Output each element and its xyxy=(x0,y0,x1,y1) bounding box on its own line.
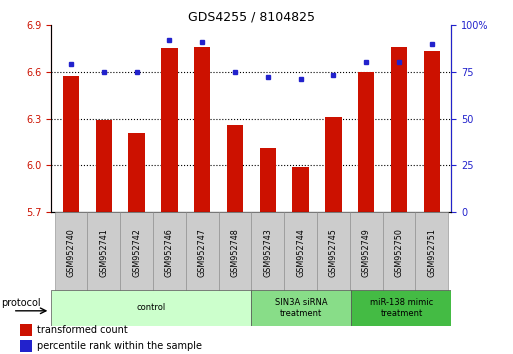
Title: GDS4255 / 8104825: GDS4255 / 8104825 xyxy=(188,11,315,24)
Bar xyxy=(317,212,350,292)
Bar xyxy=(391,47,407,212)
Bar xyxy=(284,212,317,292)
Text: control: control xyxy=(136,303,166,313)
Bar xyxy=(351,290,451,326)
Bar xyxy=(20,340,32,353)
Text: GSM952747: GSM952747 xyxy=(198,228,207,277)
Bar xyxy=(416,212,448,292)
Bar xyxy=(20,324,32,336)
Bar xyxy=(292,167,309,212)
Bar xyxy=(161,48,177,212)
Bar xyxy=(325,117,342,212)
Bar xyxy=(128,133,145,212)
Text: GSM952743: GSM952743 xyxy=(263,228,272,276)
Bar xyxy=(95,120,112,212)
Text: GSM952741: GSM952741 xyxy=(100,228,108,276)
Text: protocol: protocol xyxy=(1,298,41,308)
Text: GSM952740: GSM952740 xyxy=(67,228,75,276)
Bar xyxy=(186,212,219,292)
Bar xyxy=(63,76,79,212)
Bar xyxy=(358,72,374,212)
Text: GSM952742: GSM952742 xyxy=(132,228,141,277)
Bar xyxy=(227,125,243,212)
Bar xyxy=(251,212,284,292)
Bar xyxy=(424,51,440,212)
Text: GSM952748: GSM952748 xyxy=(230,228,240,276)
Text: GSM952749: GSM952749 xyxy=(362,228,371,277)
Text: GSM952745: GSM952745 xyxy=(329,228,338,277)
Bar xyxy=(87,212,120,292)
Bar xyxy=(54,212,87,292)
Bar xyxy=(350,212,383,292)
Bar xyxy=(251,290,351,326)
Bar xyxy=(260,148,276,212)
Text: miR-138 mimic
treatment: miR-138 mimic treatment xyxy=(370,298,433,318)
Text: transformed count: transformed count xyxy=(37,325,128,336)
Bar xyxy=(51,290,251,326)
Text: GSM952746: GSM952746 xyxy=(165,228,174,276)
Bar xyxy=(153,212,186,292)
Text: percentile rank within the sample: percentile rank within the sample xyxy=(37,341,202,352)
Bar xyxy=(383,212,416,292)
Bar xyxy=(194,47,210,212)
Text: GSM952744: GSM952744 xyxy=(296,228,305,276)
Text: GSM952750: GSM952750 xyxy=(394,228,403,277)
Text: SIN3A siRNA
treatment: SIN3A siRNA treatment xyxy=(275,298,328,318)
Text: GSM952751: GSM952751 xyxy=(427,228,436,277)
Bar xyxy=(120,212,153,292)
Bar xyxy=(219,212,251,292)
